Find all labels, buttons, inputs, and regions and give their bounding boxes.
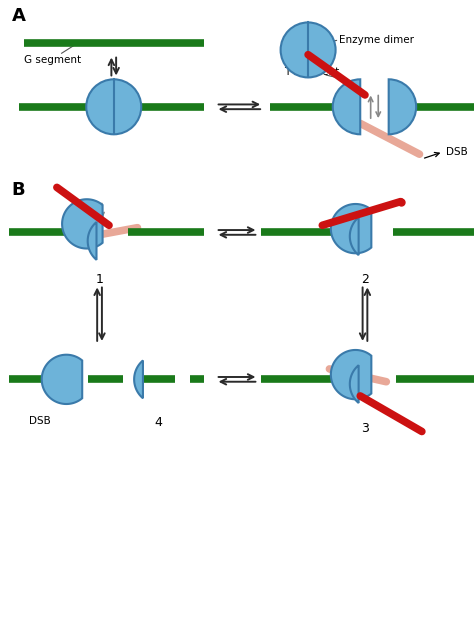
Text: 1: 1 bbox=[96, 273, 103, 285]
Polygon shape bbox=[350, 217, 359, 255]
Text: 3: 3 bbox=[361, 422, 369, 435]
Text: DSB: DSB bbox=[29, 416, 51, 426]
Text: 4: 4 bbox=[155, 416, 163, 429]
Text: Enzyme dimer: Enzyme dimer bbox=[339, 36, 414, 46]
Text: B: B bbox=[12, 182, 26, 199]
Wedge shape bbox=[389, 80, 416, 135]
Polygon shape bbox=[350, 365, 359, 403]
Circle shape bbox=[281, 23, 336, 78]
Polygon shape bbox=[134, 361, 143, 398]
Text: A: A bbox=[12, 8, 26, 25]
Text: DSB: DSB bbox=[446, 147, 467, 157]
Circle shape bbox=[86, 80, 141, 135]
Text: 2: 2 bbox=[361, 273, 369, 285]
Text: G segment: G segment bbox=[24, 54, 81, 64]
Text: T segment: T segment bbox=[284, 67, 340, 77]
Polygon shape bbox=[331, 350, 371, 399]
Polygon shape bbox=[62, 199, 102, 249]
Polygon shape bbox=[42, 355, 82, 404]
Wedge shape bbox=[333, 80, 360, 135]
Polygon shape bbox=[331, 204, 371, 254]
Polygon shape bbox=[88, 222, 97, 260]
